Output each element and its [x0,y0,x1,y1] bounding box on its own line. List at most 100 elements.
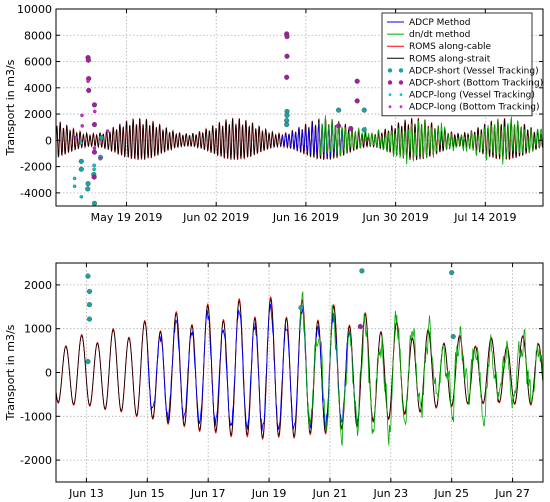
y-tick-label: 0 [45,367,52,380]
scatter-point [359,268,365,274]
legend-swatch [387,68,393,73]
bottom-y-axis-label: Transport in m3/s [4,324,17,421]
top-y-ticks: -4000 -2000 0 2000 4000 6000 8000 10000 [17,3,543,200]
scatter-point [284,53,290,59]
bottom-y-ticks: -2000 -1000 0 1000 2000 [20,279,543,467]
scatter-point [449,270,455,276]
scatter-point [92,167,96,171]
x-tick-label: Jun 15 [129,487,165,500]
scatter-point [284,122,290,128]
scatter-point [80,124,85,128]
scatter-point [105,129,110,133]
y-tick-label: -1000 [20,410,52,423]
adcp-method-line [279,121,345,158]
scatter-point [361,127,367,133]
legend-entry-label: ADCP Method [409,18,470,28]
y-tick-label: 8000 [24,29,52,42]
y-tick-label: 2000 [24,279,52,292]
scatter-point [85,57,91,63]
scatter-point [284,74,290,80]
scatter-point [85,358,91,365]
scatter-point [86,316,93,322]
legend-entry-label: dn/dt method [409,30,470,40]
scatter-point [79,141,83,145]
scatter-point [92,163,96,168]
dndt-method-line [318,115,543,165]
scatter-point [91,122,97,128]
scatter-point [79,195,84,199]
scatter-point [93,109,97,114]
legend-swatch [399,105,403,109]
scatter-point [86,87,92,93]
x-tick-label: Jun 21 [312,487,348,500]
legend-swatch [388,105,392,109]
legend-entry-label: ADCP-long (Bottom Tracking) [409,103,540,113]
x-tick-label: Jun 30 2019 [362,211,429,224]
scatter-point [86,288,93,295]
scatter-point [336,123,342,129]
legend-swatch [398,68,404,73]
x-tick-label: Jun 27 [494,487,530,500]
x-tick-label: Jun 19 [251,487,287,500]
scatter-point [80,113,84,118]
bottom-x-ticks: Jun 13 Jun 15 Jun 17 Jun 19 Jun 21 Jun 23 Jun … [68,263,530,500]
scatter-point [284,112,290,118]
scatter-point [91,200,97,206]
scatter-point [284,34,290,40]
x-tick-label: Jun 25 [433,487,469,500]
y-tick-label: 1000 [24,323,52,336]
x-tick-label: Jun 13 [68,487,104,500]
legend-swatch [398,80,404,85]
y-tick-label: -4000 [20,187,52,200]
y-tick-label: 6000 [24,56,52,69]
x-tick-label: Jun 16 2019 [272,211,339,224]
scatter-point [354,98,360,104]
bottom-series-lines [55,291,544,446]
bottom-gridlines [56,263,543,482]
x-tick-label: Jun 23 [372,487,408,500]
scatter-point [74,135,78,140]
scatter-point [361,107,367,113]
legend-entry-label: ADCP-long (Vessel Tracking) [409,91,535,101]
scatter-point [98,156,102,161]
top-series-lines [55,115,544,165]
y-tick-label: 4000 [24,82,52,95]
top-axes-frame [55,8,544,207]
y-tick-label: 2000 [24,108,52,121]
scatter-point [85,273,91,279]
dndt-method-line [299,291,544,446]
y-tick-label: 0 [45,134,52,147]
scatter-point [86,79,90,83]
scatter-point [85,181,91,187]
scatter-point [72,184,77,189]
scatter-point [348,125,354,132]
scatter-point [357,323,363,330]
scatter-point [298,305,304,311]
bottom-panel: Jun 13 Jun 15 Jun 17 Jun 19 Jun 21 Jun 23 Jun … [4,262,544,500]
scatter-point [354,78,360,84]
bottom-scatter-points [85,268,456,365]
y-tick-label: 10000 [17,3,52,16]
legend-swatch [399,93,403,96]
roms-along-cable-line [55,296,544,441]
scatter-point [450,334,456,340]
legend-entry-label: ADCP-short (Vessel Tracking) [409,66,539,76]
legend-swatch [387,80,393,85]
top-scatter-points [72,31,367,206]
scatter-point [72,176,77,181]
top-y-axis-label: Transport in m3/s [4,59,17,156]
legend-entry-label: ADCP-short (Bottom Tracking) [409,79,543,89]
scatter-point [91,149,97,155]
x-tick-label: Jun 02 2019 [182,211,249,224]
scatter-point [78,166,84,172]
scatter-point [86,302,93,308]
legend-entry-label: ROMS along-cable [409,42,492,52]
adcp-method-line [146,303,361,432]
scatter-point [91,174,97,180]
x-tick-label: Jul 14 2019 [453,211,516,224]
scatter-point [85,186,91,192]
top-legend: ADCP Method dn/dt method ROMS along-cable R… [381,12,543,117]
scatter-point [92,146,97,150]
y-tick-label: -2000 [20,454,52,467]
